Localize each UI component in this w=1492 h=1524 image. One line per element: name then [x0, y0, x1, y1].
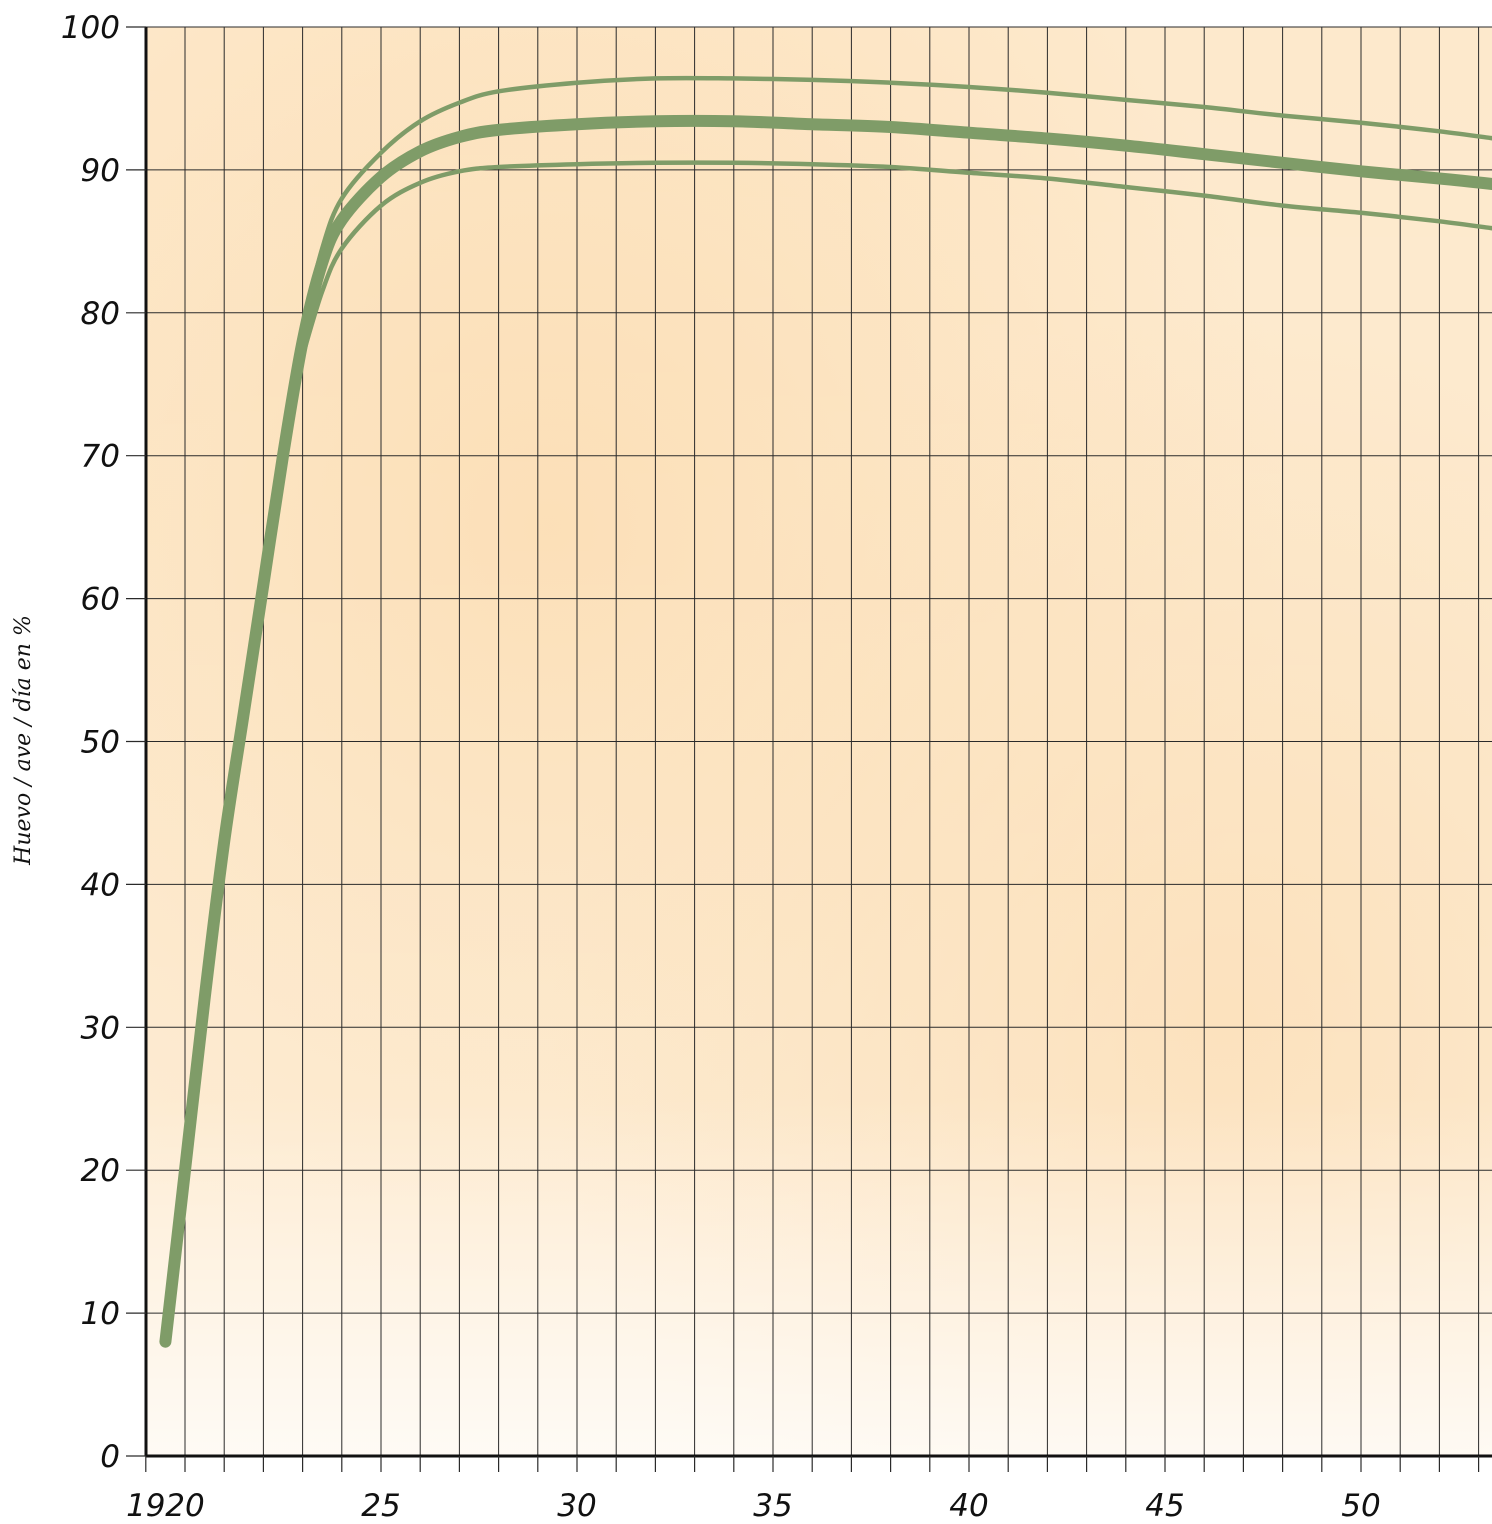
series-lines — [159, 75, 1492, 1348]
x-tick-label-25: 25 — [361, 1488, 400, 1524]
y-tick-label-30: 30 — [81, 1010, 120, 1046]
x-tick-label-45: 45 — [1145, 1488, 1184, 1524]
y-tick-label-0: 0 — [100, 1439, 120, 1475]
y-tick-label-50: 50 — [81, 725, 120, 761]
y-axis-title: Huevo / ave / día en % — [11, 615, 36, 866]
y-tick-label-60: 60 — [81, 582, 120, 618]
y-tick-label-100: 100 — [61, 10, 120, 46]
x-tick-label-50: 50 — [1341, 1488, 1380, 1524]
y-tick-label-80: 80 — [81, 296, 120, 332]
series-line-standard — [159, 114, 1492, 1348]
y-tick-label-70: 70 — [81, 439, 120, 475]
y-tick-labels: 0 10 20 30 40 50 60 70 80 90 100 — [61, 10, 120, 1475]
y-tick-label-40: 40 — [81, 867, 120, 903]
x-tick-label-30: 30 — [557, 1488, 596, 1524]
y-tick-label-90: 90 — [81, 153, 120, 189]
y-tick-label-20: 20 — [81, 1153, 120, 1189]
axis-ticks — [126, 26, 1480, 1472]
x-tick-label-40: 40 — [949, 1488, 988, 1524]
x-tick-label-20: 20 — [165, 1488, 204, 1524]
y-tick-label-10: 10 — [81, 1296, 120, 1332]
series-line-lower — [300, 160, 1492, 358]
x-tick-label-19: 19 — [126, 1488, 165, 1524]
x-tick-label-35: 35 — [753, 1488, 792, 1524]
x-tick-labels: 19 20 25 30 35 40 45 50 — [126, 1488, 1381, 1524]
series-line-upper — [300, 75, 1492, 330]
horizontal-gridlines — [146, 26, 1492, 1314]
